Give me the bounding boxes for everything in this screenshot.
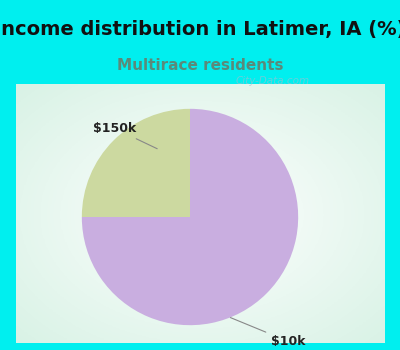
- Wedge shape: [82, 109, 298, 325]
- Text: $10k: $10k: [230, 317, 306, 348]
- Text: Multirace residents: Multirace residents: [117, 58, 283, 73]
- Text: Income distribution in Latimer, IA (%): Income distribution in Latimer, IA (%): [0, 20, 400, 39]
- Text: $150k: $150k: [93, 122, 157, 149]
- Text: City-Data.com: City-Data.com: [236, 76, 310, 86]
- Wedge shape: [82, 109, 190, 217]
